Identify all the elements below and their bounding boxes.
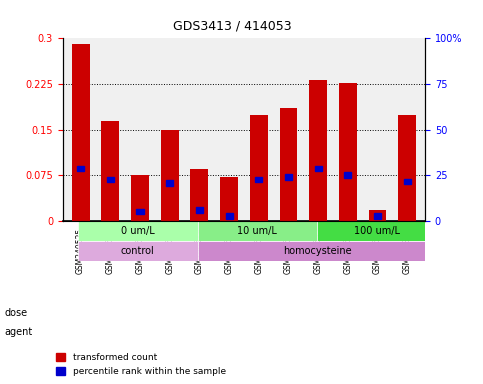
- Text: homocysteine: homocysteine: [283, 246, 352, 256]
- Bar: [404, 179, 411, 184]
- Text: 100 um/L: 100 um/L: [354, 226, 400, 236]
- Bar: [285, 174, 292, 180]
- Text: 0 um/L: 0 um/L: [121, 226, 155, 236]
- Bar: [166, 180, 173, 186]
- Bar: [136, 209, 143, 214]
- Bar: [196, 207, 203, 213]
- Bar: [78, 221, 198, 241]
- Text: control: control: [121, 246, 155, 256]
- Bar: [314, 166, 322, 171]
- Bar: [198, 221, 317, 241]
- Bar: [131, 175, 149, 221]
- Text: agent: agent: [5, 327, 33, 337]
- Bar: [101, 121, 119, 221]
- Bar: [78, 241, 198, 261]
- Bar: [107, 177, 114, 182]
- Bar: [71, 45, 89, 221]
- Bar: [280, 108, 298, 221]
- Bar: [374, 213, 381, 219]
- Bar: [369, 210, 386, 221]
- Legend: transformed count, percentile rank within the sample: transformed count, percentile rank withi…: [53, 349, 229, 379]
- Bar: [161, 130, 179, 221]
- Bar: [77, 166, 84, 171]
- Bar: [255, 177, 262, 182]
- Bar: [309, 80, 327, 221]
- Text: GDS3413 / 414053: GDS3413 / 414053: [172, 19, 291, 32]
- Bar: [190, 169, 208, 221]
- Bar: [344, 172, 352, 178]
- Bar: [398, 114, 416, 221]
- Bar: [339, 83, 357, 221]
- Bar: [250, 114, 268, 221]
- Text: 10 um/L: 10 um/L: [238, 226, 277, 236]
- Text: dose: dose: [5, 308, 28, 318]
- Bar: [317, 221, 437, 241]
- Bar: [226, 213, 233, 219]
- Bar: [198, 241, 437, 261]
- Bar: [220, 177, 238, 221]
